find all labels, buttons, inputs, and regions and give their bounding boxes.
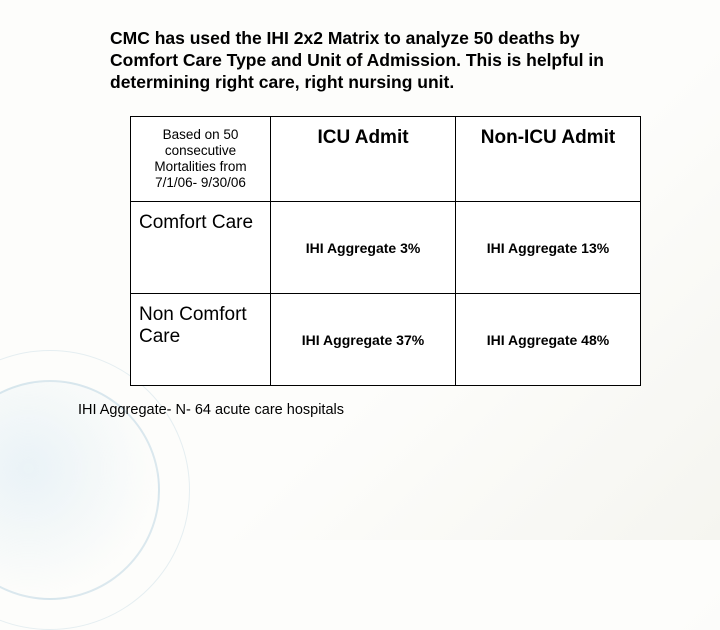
table-header-row: Based on 50 consecutive Mortalities from…	[131, 116, 641, 202]
slide-content: CMC has used the IHI 2x2 Matrix to analy…	[0, 0, 720, 418]
col-header-icu: ICU Admit	[271, 116, 456, 202]
slide-heading: CMC has used the IHI 2x2 Matrix to analy…	[110, 28, 652, 94]
footnote: IHI Aggregate- N- 64 acute care hospital…	[78, 402, 672, 418]
ihi-2x2-matrix: Based on 50 consecutive Mortalities from…	[130, 116, 641, 387]
corner-note: Based on 50 consecutive Mortalities from…	[131, 116, 271, 202]
cell-noncomfort-nonicu: IHI Aggregate 48%	[456, 294, 641, 386]
col-header-non-icu: Non-ICU Admit	[456, 116, 641, 202]
cell-comfort-nonicu: IHI Aggregate 13%	[456, 202, 641, 294]
table-row: Comfort Care IHI Aggregate 3% IHI Aggreg…	[131, 202, 641, 294]
row-header-comfort: Comfort Care	[131, 202, 271, 294]
cell-noncomfort-icu: IHI Aggregate 37%	[271, 294, 456, 386]
row-header-noncomfort: Non Comfort Care	[131, 294, 271, 386]
cell-comfort-icu: IHI Aggregate 3%	[271, 202, 456, 294]
table-row: Non Comfort Care IHI Aggregate 37% IHI A…	[131, 294, 641, 386]
